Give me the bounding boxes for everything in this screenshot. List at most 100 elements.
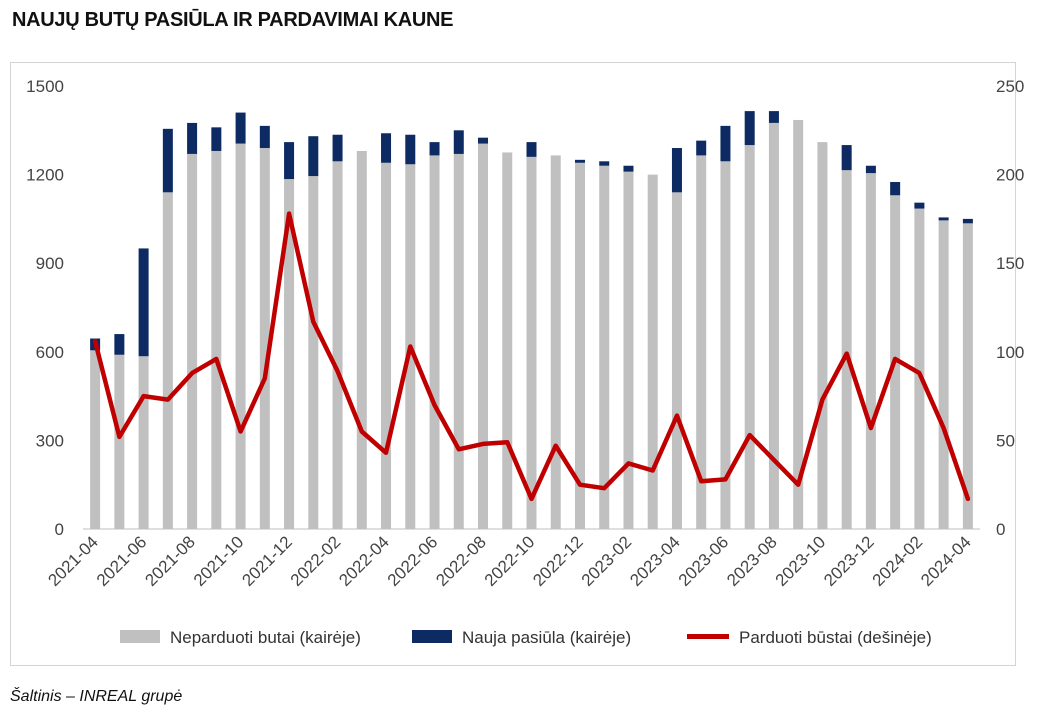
bar-unsold-2022-11: [550, 155, 561, 530]
x-tick-2022-04: 2022-04: [335, 532, 393, 590]
bar-new-supply-2023-12: [865, 165, 876, 174]
x-tick-2021-12: 2021-12: [238, 532, 296, 590]
bar-new-supply-2023-05: [696, 140, 707, 156]
bar-new-supply-2024-02: [914, 202, 925, 209]
bar-unsold-2021-07: [162, 192, 173, 529]
bar-new-supply-2022-06: [429, 142, 440, 156]
bar-unsold-2021-08: [187, 153, 198, 529]
x-tick-2021-06: 2021-06: [93, 532, 151, 590]
bar-new-supply-2023-06: [720, 125, 731, 162]
bar-unsold-2021-09: [211, 150, 222, 529]
bar-new-supply-2022-10: [526, 142, 537, 157]
y-left-tick-1200: 1200: [26, 166, 64, 185]
y-left-tick-300: 300: [36, 431, 64, 450]
x-tick-2022-06: 2022-06: [384, 532, 442, 590]
bar-unsold-2023-06: [720, 161, 731, 529]
bar-unsold-2021-10: [235, 143, 246, 529]
bar-unsold-2021-06: [138, 356, 149, 529]
legend-swatch-new-supply: [412, 630, 452, 643]
y-right-tick-50: 50: [996, 431, 1015, 450]
bars-layer: [90, 111, 973, 530]
bar-new-supply-2021-06: [138, 248, 149, 357]
bar-new-supply-2023-01: [599, 161, 610, 166]
bar-unsold-2022-10: [526, 156, 537, 529]
y-left-tick-600: 600: [36, 343, 64, 362]
bar-unsold-2022-03: [356, 150, 367, 529]
y-left-tick-1500: 1500: [26, 77, 64, 96]
bar-new-supply-2022-08: [478, 137, 489, 144]
x-tick-2023-04: 2023-04: [626, 532, 684, 590]
y-left-tick-900: 900: [36, 254, 64, 273]
bar-new-supply-2023-08: [768, 111, 779, 123]
legend-label-sold: Parduoti būstai (dešinėje): [739, 628, 932, 647]
bar-new-supply-2023-02: [623, 165, 634, 172]
bar-new-supply-2021-07: [162, 128, 173, 193]
bar-new-supply-2022-04: [381, 133, 392, 163]
bar-new-supply-2022-12: [574, 159, 585, 163]
bar-new-supply-2023-11: [841, 145, 852, 171]
x-tick-2023-02: 2023-02: [578, 532, 636, 590]
x-tick-2021-08: 2021-08: [141, 532, 199, 590]
bar-new-supply-2024-04: [962, 218, 973, 224]
x-tick-2022-12: 2022-12: [529, 532, 587, 590]
y-right-tick-150: 150: [996, 254, 1024, 273]
bar-unsold-2024-04: [962, 223, 973, 529]
legend-label-new-supply: Nauja pasiūla (kairėje): [462, 628, 631, 647]
bar-new-supply-2022-07: [453, 130, 464, 154]
bar-unsold-2022-04: [381, 162, 392, 529]
bar-unsold-2024-02: [914, 208, 925, 529]
bar-unsold-2022-09: [502, 152, 513, 529]
bar-new-supply-2021-05: [114, 334, 125, 355]
bar-unsold-2023-05: [696, 155, 707, 530]
bar-new-supply-2022-02: [332, 134, 343, 162]
x-tick-2023-10: 2023-10: [772, 532, 830, 590]
x-tick-2023-12: 2023-12: [820, 532, 878, 590]
bar-unsold-2023-04: [671, 192, 682, 529]
bar-unsold-2023-12: [865, 173, 876, 529]
x-tick-2023-08: 2023-08: [723, 532, 781, 590]
bar-new-supply-2021-11: [259, 125, 270, 149]
legend: Neparduoti butai (kairėje) Nauja pasiūla…: [120, 628, 932, 647]
bar-unsold-2021-12: [284, 179, 295, 529]
bar-unsold-2022-06: [429, 155, 440, 530]
bar-unsold-2023-01: [599, 165, 610, 530]
bar-new-supply-2023-04: [671, 148, 682, 193]
bar-new-supply-2024-03: [938, 217, 949, 221]
y-left-tick-0: 0: [55, 520, 64, 539]
bar-unsold-2023-11: [841, 170, 852, 530]
bar-unsold-2023-10: [817, 142, 828, 529]
bar-new-supply-2024-01: [890, 181, 901, 196]
bar-new-supply-2023-07: [744, 111, 755, 146]
x-tick-2021-10: 2021-10: [190, 532, 248, 590]
bar-unsold-2023-08: [768, 122, 779, 530]
x-tick-2024-02: 2024-02: [869, 532, 927, 590]
y-right-tick-0: 0: [996, 520, 1005, 539]
line-layer: [92, 211, 971, 502]
y-right-tick-250: 250: [996, 77, 1024, 96]
bar-unsold-2023-09: [793, 119, 804, 530]
bar-unsold-2023-03: [647, 174, 658, 529]
bar-new-supply-2021-12: [284, 142, 295, 180]
x-tick-2022-02: 2022-02: [287, 532, 345, 590]
source-note: Šaltinis – INREAL grupė: [10, 688, 183, 705]
x-tick-2022-10: 2022-10: [481, 532, 539, 590]
bar-unsold-2022-07: [453, 153, 464, 529]
bar-new-supply-2021-09: [211, 127, 222, 151]
x-tick-2023-06: 2023-06: [675, 532, 733, 590]
bar-new-supply-2021-10: [235, 112, 246, 144]
bar-unsold-2021-11: [259, 148, 270, 529]
legend-swatch-unsold: [120, 630, 160, 643]
bar-new-supply-2021-08: [187, 122, 198, 154]
bar-unsold-2022-01: [308, 176, 319, 529]
chart-frame: [10, 62, 1016, 666]
x-tick-2024-04: 2024-04: [917, 532, 975, 590]
legend-swatch-sold: [687, 634, 729, 639]
bar-unsold-2021-04: [90, 350, 101, 529]
legend-label-unsold: Neparduoti butai (kairėje): [170, 628, 361, 647]
bar-new-supply-2022-01: [308, 136, 319, 177]
bar-new-supply-2022-05: [405, 134, 416, 165]
y-right-tick-100: 100: [996, 343, 1024, 362]
bar-unsold-2022-02: [332, 161, 343, 529]
bar-unsold-2021-05: [114, 354, 125, 529]
